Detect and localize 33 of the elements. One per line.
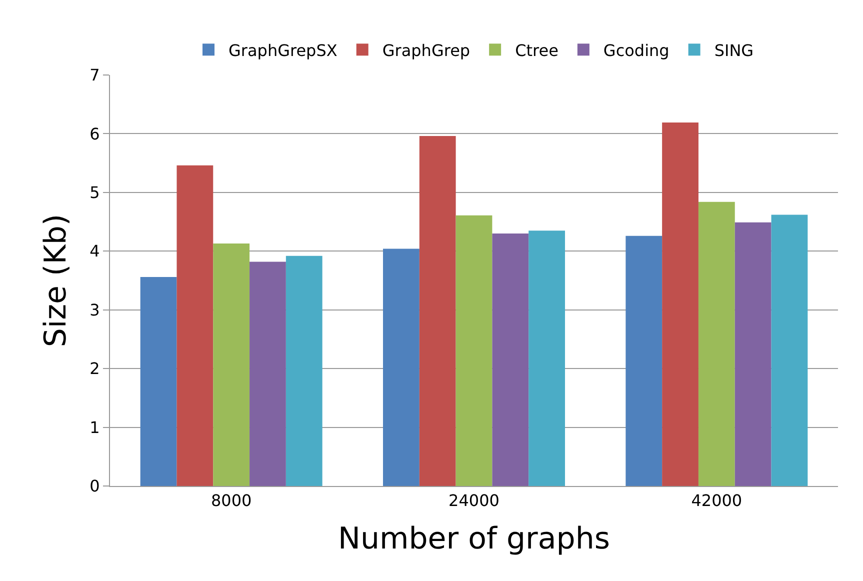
bar [383, 248, 420, 486]
x-tick-label: 24000 [448, 491, 500, 510]
bar [734, 222, 772, 486]
bar [213, 244, 250, 486]
bar [250, 262, 286, 486]
y-tick-label: 6 [90, 124, 100, 144]
y-tick-label: 0 [90, 476, 100, 496]
x-axis-title: Number of graphs [338, 522, 610, 557]
y-tick-label: 2 [90, 359, 100, 378]
legend-label: GraphGrep [382, 40, 470, 60]
x-tick-label: 42000 [691, 491, 742, 510]
y-tick-label: 3 [90, 300, 100, 320]
y-tick-label: 7 [90, 66, 100, 85]
bar [662, 122, 698, 486]
y-tick-label: 4 [90, 242, 100, 261]
bar [140, 276, 177, 486]
bar [419, 136, 456, 486]
y-tick-label: 1 [90, 418, 100, 437]
x-tick-label: 8000 [210, 491, 252, 510]
bar [771, 214, 808, 486]
bar [698, 202, 735, 486]
bar [456, 215, 492, 486]
bar [286, 256, 322, 486]
legend-label: SING [714, 40, 754, 60]
legend-label: GraphGrepSX [228, 40, 338, 60]
legend-label: Gcoding [603, 40, 670, 60]
y-tick-label: 5 [90, 183, 100, 202]
bar [176, 165, 214, 486]
legend-label: Ctree [515, 40, 558, 60]
y-axis-title: Size (Kb) [38, 214, 74, 348]
bar [626, 236, 662, 486]
bar [492, 234, 529, 486]
bar [528, 230, 565, 486]
